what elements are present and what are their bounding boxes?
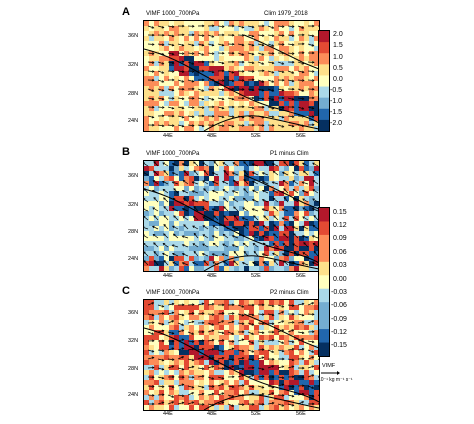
colorbar-bc-label: -0.06	[331, 302, 347, 309]
panel-b-letter: B	[122, 146, 130, 158]
panel-b-right-title: P1 minus Clim	[270, 151, 309, 157]
colorbar-bc-label: -0.15	[331, 342, 347, 349]
panel-b-field	[144, 161, 319, 271]
lon-tick: 52E	[251, 273, 261, 279]
colorbar-bc-label: -0.03	[331, 289, 347, 296]
lon-tick: 48E	[207, 411, 217, 417]
colorbar-a-label: 1.0	[333, 54, 343, 61]
lon-tick: 56E	[296, 133, 306, 139]
lat-tick: 28N	[128, 229, 139, 235]
lat-tick: 32N	[128, 62, 139, 68]
lon-tick: 56E	[296, 411, 306, 417]
colorbar-bc-label: 0.15	[333, 209, 347, 216]
lon-tick: 48E	[207, 273, 217, 279]
panel-c-right-title: P2 minus Clim	[270, 290, 309, 296]
lat-tick: 24N	[128, 256, 139, 262]
colorbar-a-label: 0.5	[333, 65, 343, 72]
colorbar-a-label: 1.5	[333, 42, 343, 49]
colorbar-a-label: -1.0	[330, 98, 343, 105]
lat-tick: 36N	[128, 310, 139, 316]
lon-tick: 44E	[163, 411, 173, 417]
colorbar-bc-label: -0.12	[331, 329, 347, 336]
panel-b-left-title: VIMF 1000_700hPa	[146, 151, 200, 157]
reference-vector-title: VIMF	[322, 363, 336, 369]
lon-tick: 56E	[296, 273, 306, 279]
lon-tick: 44E	[163, 133, 173, 139]
colorbar-bc-label: 0.06	[333, 249, 347, 256]
lat-tick: 36N	[128, 173, 139, 179]
lon-tick: 52E	[251, 411, 261, 417]
colorbar-bc-label: -0.09	[331, 316, 347, 323]
panel-c-left-title: VIMF 1000_700hPa	[146, 290, 200, 296]
colorbar-a	[318, 30, 330, 132]
panel-c-map	[143, 299, 320, 411]
colorbar-a-bar	[319, 31, 329, 131]
lon-tick: 52E	[251, 133, 261, 139]
colorbar-a-label: -0.5	[330, 87, 343, 94]
lat-tick: 24N	[128, 392, 139, 398]
panel-a-map	[143, 20, 320, 132]
colorbar-bc-label: 0.03	[333, 262, 347, 269]
lon-tick: 44E	[163, 273, 173, 279]
colorbar-a-label: -2.0	[330, 120, 343, 127]
colorbar-bc-label: 0.12	[333, 222, 347, 229]
colorbar-bc-label: 0.00	[333, 276, 347, 283]
reference-vector-unit: 10⁻¹ kg m⁻¹ s⁻¹	[318, 377, 353, 383]
colorbar-a-label: 2.0	[333, 31, 343, 38]
lat-tick: 32N	[128, 202, 139, 208]
panel-b-map	[143, 160, 320, 272]
colorbar-a-label: 0.0	[333, 76, 343, 83]
colorbar-bc-bar	[319, 208, 329, 356]
colorbar-a-label: -1.5	[330, 109, 343, 116]
lat-tick: 24N	[128, 118, 139, 124]
lat-tick: 32N	[128, 338, 139, 344]
panel-c-letter: C	[122, 285, 130, 297]
colorbar-bc	[318, 207, 330, 357]
lat-tick: 36N	[128, 33, 139, 39]
lat-tick: 28N	[128, 366, 139, 372]
panel-c-field	[144, 300, 319, 410]
reference-arrow-icon	[321, 371, 340, 375]
panel-a-left-title: VIMF 1000_700hPa	[146, 11, 200, 17]
panel-a-right-title: Clim 1979_2018	[264, 11, 308, 17]
lat-tick: 28N	[128, 91, 139, 97]
colorbar-bc-label: 0.09	[333, 235, 347, 242]
panel-a-field	[144, 21, 319, 131]
panel-a-letter: A	[122, 6, 130, 18]
lon-tick: 48E	[207, 133, 217, 139]
